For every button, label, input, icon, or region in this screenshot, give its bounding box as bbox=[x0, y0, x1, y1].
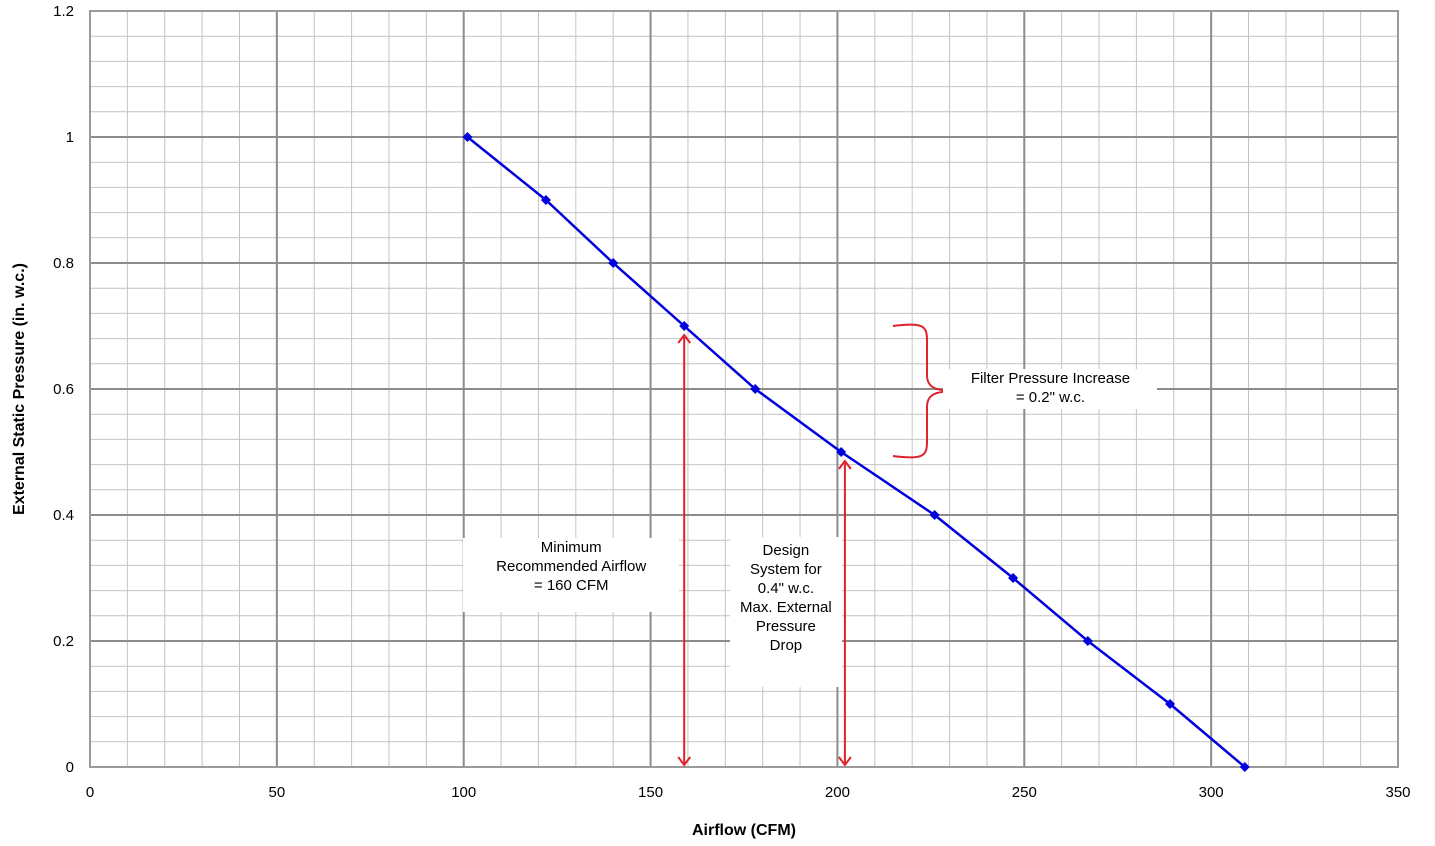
plot-frame bbox=[89, 10, 1399, 768]
data-point bbox=[608, 258, 619, 268]
x-tick-label: 100 bbox=[451, 784, 476, 801]
x-tick-label: 0 bbox=[86, 784, 94, 801]
arrow-head-up bbox=[838, 459, 852, 470]
y-tick-label: 0.6 bbox=[53, 381, 74, 398]
y-tick-labels: 0 0.2 0.4 0.6 0.8 1 1.2 bbox=[53, 3, 74, 776]
y-tick-label: 0.8 bbox=[53, 255, 74, 272]
y-tick-label: 0 bbox=[66, 759, 74, 776]
arrow-head-down bbox=[838, 756, 852, 767]
y-axis-title: External Static Pressure (in. w.c.) bbox=[11, 263, 28, 515]
arrow-head-down bbox=[677, 756, 692, 767]
y-tick-label: 1.2 bbox=[53, 3, 74, 20]
x-tick-label: 250 bbox=[1012, 784, 1037, 801]
series-group bbox=[462, 132, 1250, 772]
x-tick-label: 200 bbox=[825, 784, 850, 801]
x-tick-label: 350 bbox=[1385, 784, 1410, 801]
x-tick-label: 150 bbox=[638, 784, 663, 801]
data-point bbox=[1239, 762, 1250, 772]
y-tick-label: 0.2 bbox=[53, 633, 74, 650]
x-tick-labels: 0 50 100 150 200 250 300 350 bbox=[86, 784, 1411, 801]
data-point bbox=[836, 447, 847, 457]
annotation-filter-pressure: Filter Pressure Increase = 0.2" w.c. bbox=[943, 369, 1158, 409]
y-tick-label: 1 bbox=[66, 129, 74, 146]
data-point bbox=[1165, 699, 1176, 709]
x-tick-label: 50 bbox=[269, 784, 286, 801]
y-tick-label: 0.4 bbox=[53, 507, 74, 524]
annotation-design-system: Design System for 0.4" w.c. Max. Externa… bbox=[729, 536, 842, 687]
arrow-head-up bbox=[677, 333, 692, 344]
x-tick-label: 300 bbox=[1199, 784, 1224, 801]
data-point bbox=[750, 384, 761, 394]
data-point bbox=[1008, 573, 1019, 583]
data-point bbox=[462, 132, 473, 142]
data-point bbox=[1082, 636, 1093, 646]
annotation-min-airflow: Minimum Recommended Airflow = 160 CFM bbox=[463, 537, 680, 612]
x-axis-title: Airflow (CFM) bbox=[692, 822, 796, 839]
data-point bbox=[929, 510, 940, 520]
series-line bbox=[466, 136, 1246, 768]
data-point bbox=[540, 195, 551, 205]
data-point bbox=[679, 321, 690, 331]
